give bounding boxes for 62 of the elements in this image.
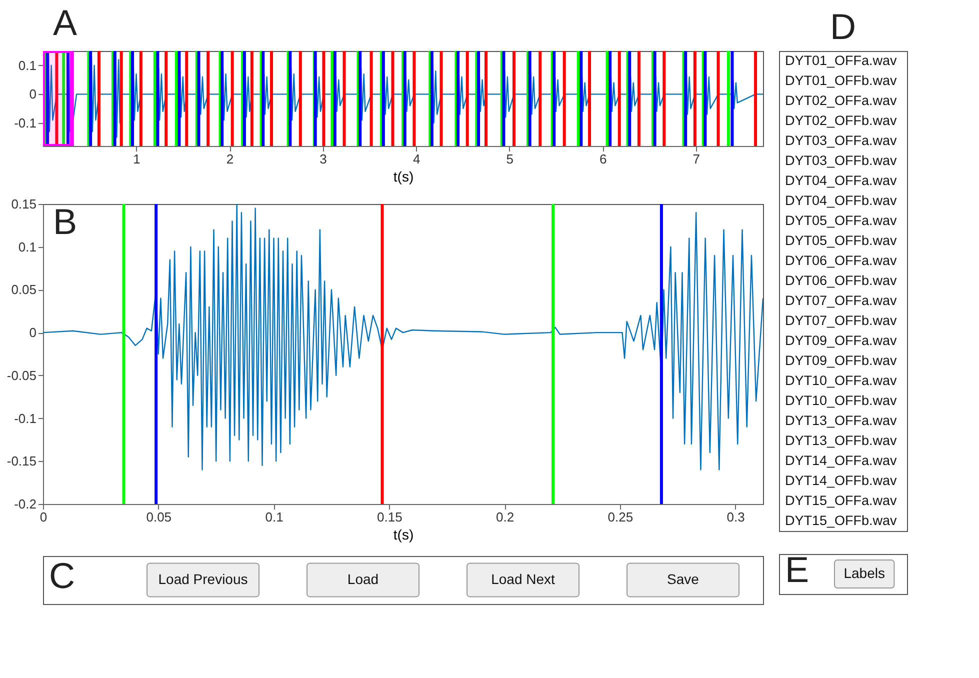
line-series xyxy=(43,204,763,470)
text: DYT05_OFFb.wav xyxy=(785,233,898,248)
text: DYT02_OFFa.wav xyxy=(785,93,898,108)
x-tick-label: 6 xyxy=(599,152,607,166)
text: DYT09_OFFa.wav xyxy=(785,333,898,348)
text: DYT03_OFFb.wav xyxy=(785,153,898,168)
text: Labels xyxy=(844,565,885,581)
text: DYT06_OFFa.wav xyxy=(785,253,898,268)
x-tick-label: 2 xyxy=(226,152,234,166)
text: DYT14_OFFa.wav xyxy=(785,453,898,468)
text: D xyxy=(830,6,856,47)
text: DYT15_OFFb.wav xyxy=(785,513,898,528)
y-tick-label: 0 xyxy=(29,86,36,102)
x-tick-label: 1 xyxy=(133,152,140,166)
text: DYT03_OFFa.wav xyxy=(785,133,898,148)
x-axis-title: t(s) xyxy=(393,526,414,542)
x-tick-label: 0.25 xyxy=(608,510,634,524)
text: Save xyxy=(667,571,700,587)
y-tick-label: -0.1 xyxy=(14,410,36,426)
text: DYT10_OFFb.wav xyxy=(785,393,898,408)
y-tick-label: 0 xyxy=(29,325,36,340)
text: DYT07_OFFa.wav xyxy=(785,293,898,308)
text: C xyxy=(49,555,75,596)
text: Load xyxy=(347,571,379,587)
annotation: B xyxy=(53,201,78,242)
text: DYT09_OFFb.wav xyxy=(785,353,898,368)
y-tick-label: 0.05 xyxy=(11,282,36,298)
x-tick-label: 0.05 xyxy=(146,510,172,524)
text: DYT07_OFFb.wav xyxy=(785,313,898,328)
x-tick-label: 0.2 xyxy=(496,510,514,524)
y-tick-label: 0.15 xyxy=(11,196,36,212)
text: E xyxy=(785,549,810,590)
y-tick-label: -0.2 xyxy=(14,496,36,512)
y-tick-label: -0.05 xyxy=(6,368,36,383)
x-tick-label: 0.1 xyxy=(265,510,284,524)
text: DYT04_OFFa.wav xyxy=(785,173,898,188)
x-tick-label: 3 xyxy=(320,152,327,166)
text: Load Next xyxy=(491,571,556,587)
x-tick-label: 4 xyxy=(412,152,420,166)
text: DYT15_OFFa.wav xyxy=(785,493,898,508)
text: DYT01_OFFb.wav xyxy=(785,73,898,88)
text: DYT01_OFFa.wav xyxy=(785,53,898,68)
text: DYT04_OFFb.wav xyxy=(785,193,898,208)
text: DYT13_OFFa.wav xyxy=(785,413,898,428)
x-tick-label: 0.15 xyxy=(377,510,402,524)
text: A xyxy=(53,2,78,43)
y-tick-label: -0.1 xyxy=(14,115,36,130)
y-tick-label: 0.1 xyxy=(18,58,36,73)
x-tick-label: 0.3 xyxy=(726,510,745,524)
y-tick-label: 0.1 xyxy=(18,239,36,254)
y-tick-label: -0.15 xyxy=(6,454,36,469)
text: DYT10_OFFa.wav xyxy=(785,373,898,388)
x-tick-label: 5 xyxy=(506,152,514,166)
x-axis-title: t(s) xyxy=(393,168,414,184)
x-tick-label: 0 xyxy=(40,510,48,524)
text: DYT06_OFFb.wav xyxy=(785,273,898,288)
text: DYT14_OFFb.wav xyxy=(785,473,898,488)
text: Load Previous xyxy=(158,571,248,587)
text: DYT05_OFFa.wav xyxy=(785,213,898,228)
text: DYT13_OFFb.wav xyxy=(785,433,898,448)
x-tick-label: 7 xyxy=(692,152,700,166)
text: DYT02_OFFb.wav xyxy=(785,113,898,128)
